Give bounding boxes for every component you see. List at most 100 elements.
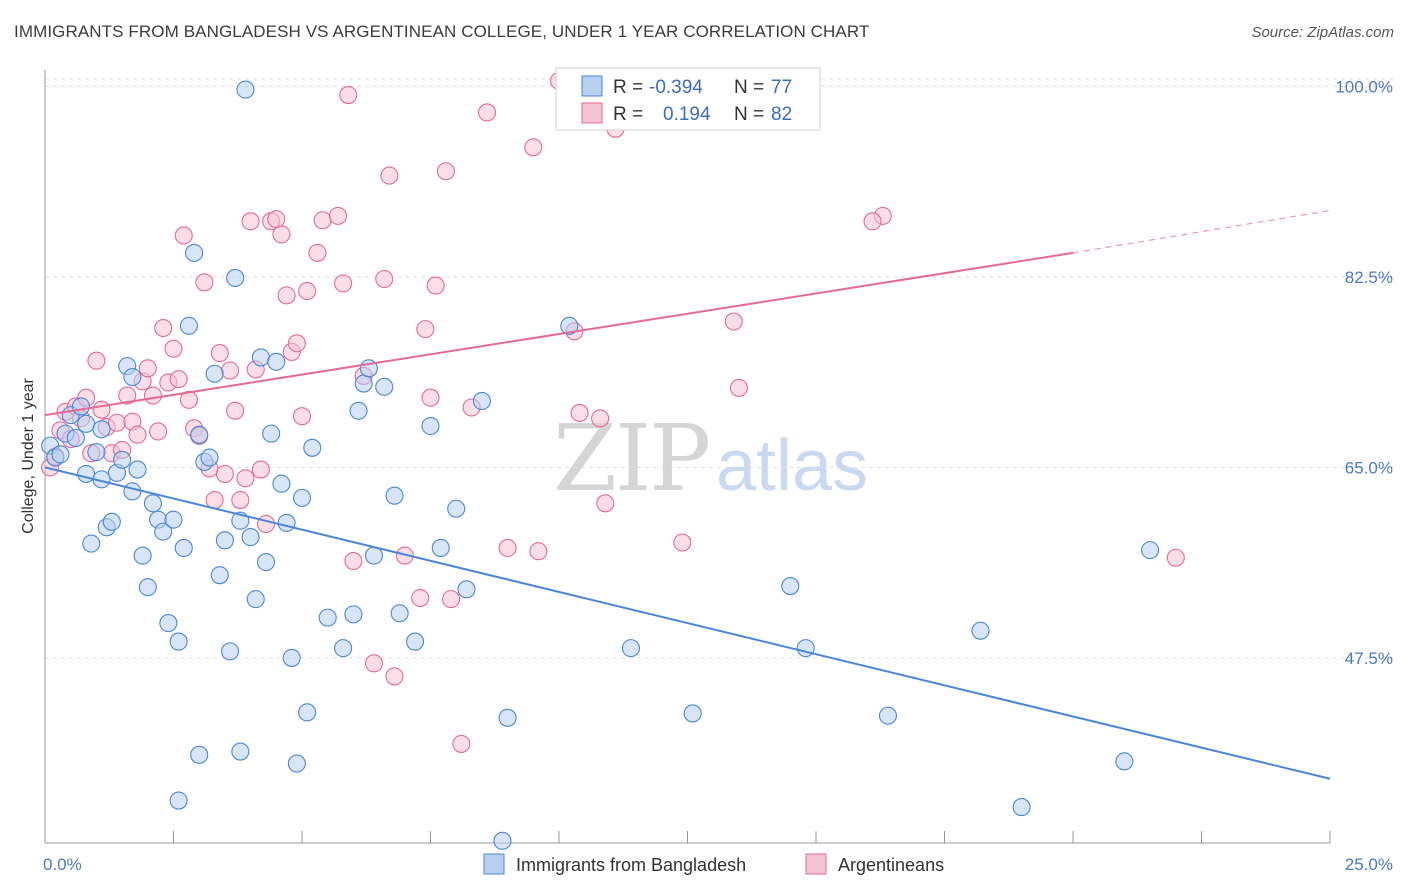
argentineans-point: [164, 339, 183, 358]
bangladesh-point: [287, 754, 306, 773]
argentineans-point: [339, 85, 358, 105]
bangladesh-point: [272, 474, 291, 493]
argentineans-point: [231, 490, 250, 510]
legend-n-value-blue: 77: [771, 77, 792, 98]
bangladesh-point: [215, 531, 234, 550]
argentineans-point: [591, 409, 610, 428]
bangladesh-point: [303, 438, 322, 457]
chart-title: IMMIGRANTS FROM BANGLADESH VS ARGENTINEA…: [14, 22, 870, 41]
bangladesh-point: [190, 745, 209, 764]
argentineans-point: [195, 273, 214, 292]
argentineans-point: [277, 286, 296, 305]
bangladesh-point: [292, 488, 312, 507]
argentineans-point: [416, 320, 435, 339]
argentineans-point: [1166, 548, 1185, 567]
bangladesh-point: [390, 604, 409, 623]
y-axis-label: College, Under 1 year: [20, 378, 37, 534]
argentineans-point: [154, 318, 173, 338]
argentineans-point: [596, 494, 615, 513]
argentineans-point: [334, 274, 353, 293]
bangladesh-point: [51, 445, 70, 464]
argentineans-point: [287, 334, 306, 353]
bangladesh-point: [236, 80, 255, 99]
series-legend-label-pink: Argentineans: [838, 855, 944, 875]
bangladesh-point: [128, 460, 147, 479]
chart-source: Source: ZipAtlas.com: [1251, 24, 1394, 41]
argentineans-point: [272, 225, 291, 244]
argentineans-point: [128, 425, 147, 444]
argentineans-point: [267, 210, 286, 229]
bangladesh-point: [349, 401, 368, 420]
argentineans-point: [174, 226, 193, 245]
x-tick-label: 0.0%: [43, 855, 82, 874]
series-legend-label-blue: Immigrants from Bangladesh: [516, 855, 746, 875]
bangladesh-point: [123, 482, 142, 501]
argentineans-point: [442, 590, 461, 609]
series-legend-swatch-pink: [805, 853, 827, 875]
bangladesh-point: [344, 605, 363, 624]
argentineans-point: [251, 460, 270, 479]
bangladesh-point: [421, 416, 440, 436]
bangladesh-point: [493, 831, 512, 850]
argentineans-point: [344, 551, 363, 571]
bangladesh-point: [262, 424, 281, 443]
bangladesh-point: [447, 499, 466, 518]
argentineans-point: [107, 413, 127, 432]
argentineans-point: [226, 401, 245, 420]
bangladesh-point: [159, 614, 178, 633]
argentineans-point: [298, 281, 317, 301]
bangladesh-point: [1115, 752, 1134, 771]
bangladesh-point: [878, 706, 898, 725]
argentineans-point: [308, 243, 327, 262]
bangladesh-point: [267, 352, 286, 371]
bangladesh-point: [375, 377, 394, 396]
bangladesh-point: [87, 443, 106, 462]
argentineans-point: [215, 464, 234, 483]
bangladesh-point: [200, 448, 219, 467]
bangladesh-point: [133, 546, 152, 565]
argentineans-point: [375, 269, 394, 289]
bangladesh-point: [71, 397, 91, 416]
bangladesh-point: [77, 414, 96, 433]
bangladesh-point: [354, 374, 373, 393]
bangladesh-point: [169, 632, 188, 651]
bangladesh-point: [457, 580, 476, 599]
bangladesh-point: [282, 648, 301, 667]
argentineans-point: [292, 407, 312, 426]
bangladesh-point: [683, 704, 702, 723]
bangladesh-point: [102, 512, 121, 531]
bangladesh-point: [241, 528, 260, 547]
argentineans-point: [724, 312, 743, 331]
argentineans-point: [863, 212, 882, 231]
bangladesh-point: [77, 464, 96, 483]
legend-r-label-blue: R =: [613, 77, 643, 98]
bangladesh-point: [205, 364, 224, 383]
argentineans-point: [236, 469, 255, 488]
bangladesh-point: [220, 642, 240, 661]
bangladesh-point: [154, 522, 173, 541]
bangladesh-point: [164, 510, 183, 529]
argentineans-point: [256, 514, 276, 534]
bangladesh-point: [385, 486, 404, 505]
bangladesh-point: [179, 316, 198, 335]
bangladesh-point: [498, 708, 517, 727]
legend-n-value-pink: 82: [771, 104, 792, 125]
argentineans-point: [313, 211, 332, 230]
bangladesh-point: [226, 268, 245, 287]
bangladesh-point: [431, 538, 450, 558]
argentineans-point: [179, 390, 198, 409]
argentineans-point: [241, 212, 260, 231]
correlation-legend: R = -0.394 N = 77 R = 0.194 N = 82: [555, 67, 821, 131]
argentineans-point: [92, 400, 111, 419]
bangladesh-point: [277, 513, 296, 532]
legend-r-value-blue: -0.394: [649, 77, 703, 98]
argentineans-point: [205, 490, 224, 510]
bangladesh-point: [169, 791, 188, 810]
bangladesh-point: [92, 420, 111, 439]
bangladesh-point: [185, 243, 204, 262]
bangladesh-point: [123, 367, 142, 387]
argentineans-trend-line: [44, 251, 1074, 417]
bangladesh-point: [971, 621, 990, 640]
y-tick-label: 47.5%: [1345, 649, 1393, 668]
